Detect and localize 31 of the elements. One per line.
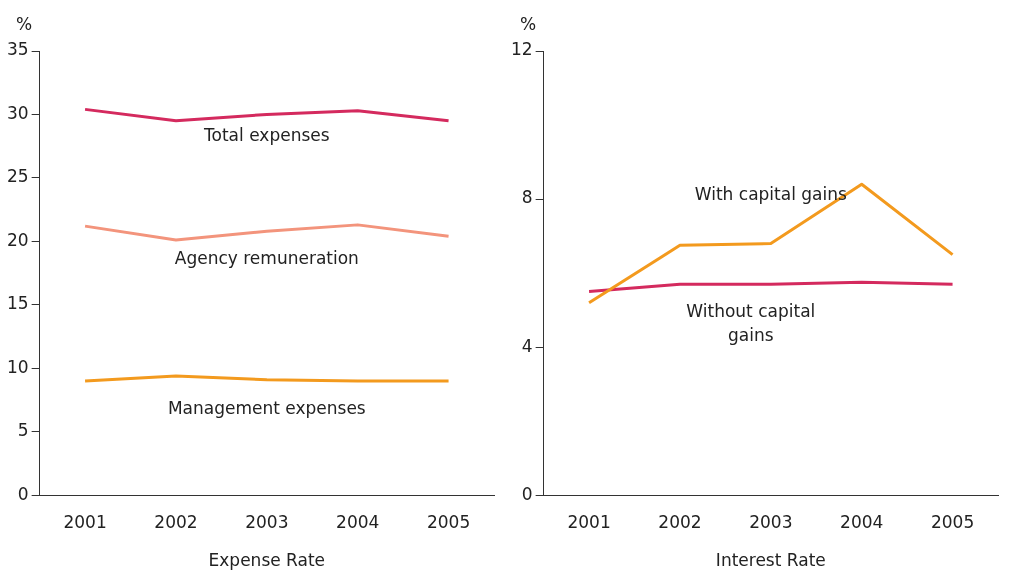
x-tick-label: 2003 xyxy=(245,511,289,532)
x-axis-title: Interest Rate xyxy=(715,550,826,571)
series-label: Total expenses xyxy=(203,124,330,145)
series-label: Without capital gains xyxy=(686,300,816,345)
y-tick-label: 30 xyxy=(6,102,29,123)
x-tick-label: 2005 xyxy=(930,511,975,532)
series-label: With capital gains xyxy=(694,183,847,204)
y-tick-label: 20 xyxy=(6,229,29,250)
x-tick-label: 2004 xyxy=(336,511,380,532)
x-tick-label: 2001 xyxy=(63,511,107,532)
y-tick-label: 8 xyxy=(521,187,533,208)
y-axis-title: % xyxy=(519,14,537,35)
y-tick-label: 5 xyxy=(17,420,29,441)
series-label: Management expenses xyxy=(167,398,366,419)
x-tick-label: 2005 xyxy=(426,511,471,532)
y-axis-title: % xyxy=(15,14,33,35)
x-tick-label: 2002 xyxy=(658,511,702,532)
x-tick-label: 2002 xyxy=(154,511,198,532)
y-tick-label: 25 xyxy=(6,166,29,187)
x-tick-label: 2003 xyxy=(749,511,793,532)
x-axis-title: Expense Rate xyxy=(208,550,326,571)
y-tick-label: 12 xyxy=(510,39,533,60)
y-tick-label: 0 xyxy=(521,483,533,504)
y-tick-label: 0 xyxy=(17,483,29,504)
y-tick-label: 15 xyxy=(6,293,29,314)
x-tick-label: 2001 xyxy=(567,511,611,532)
x-tick-label: 2004 xyxy=(840,511,884,532)
series-label: Agency remuneration xyxy=(174,247,359,268)
y-tick-label: 10 xyxy=(6,356,29,377)
y-tick-label: 4 xyxy=(521,335,533,356)
y-tick-label: 35 xyxy=(6,39,29,60)
